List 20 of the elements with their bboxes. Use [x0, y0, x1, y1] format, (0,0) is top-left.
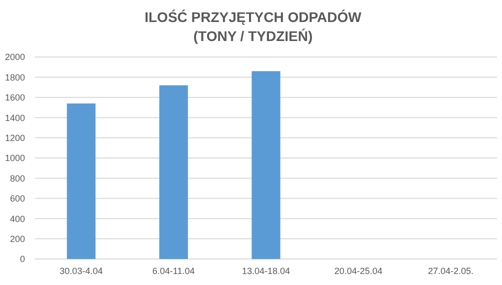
bar — [66, 103, 96, 259]
x-tick-label: 6.04-11.04 — [152, 266, 195, 276]
x-tick-label: 13.04-18.04 — [242, 266, 290, 276]
bar — [252, 71, 280, 259]
chart-title: ILOŚĆ PRZYJĘTYCH ODPADÓW (TONY / TYDZIEŃ) — [144, 9, 362, 44]
y-tick-label: 1600 — [4, 92, 25, 103]
y-tick-label: 0 — [20, 254, 25, 264]
y-tick-label: 1000 — [4, 153, 25, 164]
y-tick-label: 800 — [10, 173, 25, 184]
y-tick-label: 200 — [10, 234, 25, 244]
x-tick-label: 27.04-2.05. — [428, 266, 474, 276]
y-tick-label: 1400 — [4, 112, 25, 123]
bar — [159, 85, 188, 259]
x-tick-label: 30.03-4.04 — [60, 266, 103, 276]
y-tick-label: 1800 — [4, 72, 25, 82]
x-tick-label: 20.04-25.04 — [334, 266, 382, 276]
y-tick-label: 1200 — [4, 132, 25, 143]
y-tick-label: 2000 — [4, 52, 25, 62]
y-tick-label: 400 — [10, 214, 25, 224]
y-tick-label: 600 — [10, 194, 25, 204]
